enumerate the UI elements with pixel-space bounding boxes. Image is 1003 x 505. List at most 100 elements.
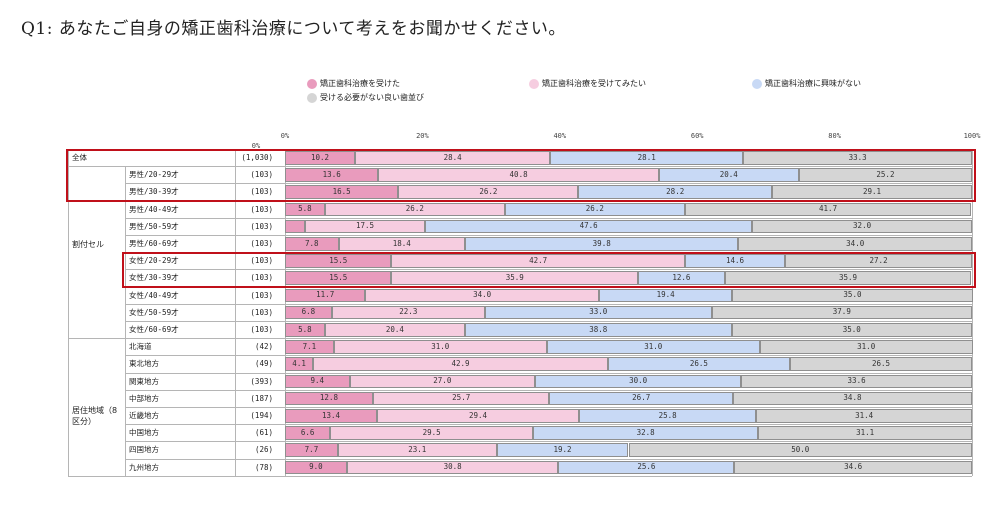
- data-label: 50.0: [791, 444, 810, 454]
- bar-segment-want: [338, 237, 465, 251]
- data-label: 35.0: [842, 324, 861, 334]
- bar-segment-received: [285, 323, 325, 337]
- data-label: 16.5: [332, 186, 351, 196]
- row-n: (187): [250, 393, 273, 403]
- data-label: 26.7: [632, 393, 651, 403]
- table-row-line: [125, 303, 972, 305]
- table-row-line: [68, 475, 972, 477]
- table-row-line: [125, 183, 972, 185]
- data-label: 26.2: [479, 186, 498, 196]
- bar-segment-want: [398, 185, 579, 200]
- bar-segment-want: [391, 254, 685, 268]
- bar-segment-not-needed: [734, 460, 972, 475]
- table-column-line: [972, 149, 973, 476]
- row-label: 女性/40-49才: [129, 290, 179, 300]
- legend-item-want: 矯正歯科治療を受けてみたい: [529, 79, 646, 89]
- bar-segment-received: [285, 340, 334, 354]
- legend-swatch-not-needed: [307, 93, 317, 103]
- data-label: 32.8: [636, 427, 655, 437]
- row-n: (61): [254, 428, 273, 438]
- row-n: (103): [250, 239, 273, 248]
- legend-label-received: 矯正歯科治療を受けた: [320, 79, 400, 88]
- data-label: 39.8: [592, 238, 611, 248]
- bar-segment-want: [337, 443, 497, 458]
- data-label: 33.3: [848, 152, 867, 162]
- bar-segment-received: [285, 305, 332, 320]
- data-label: 11.7: [316, 290, 335, 300]
- table-row-line: [125, 441, 972, 443]
- bar-segment-received: [285, 151, 356, 165]
- bar-segment-not-needed: [741, 374, 972, 389]
- row-n: (26): [254, 445, 273, 455]
- bar-segment-want: [377, 409, 580, 423]
- bar-segment-received: [285, 237, 339, 251]
- legend-item-not-interested: 矯正歯科治療に興味がない: [752, 79, 861, 89]
- bar-segment-not-needed: [743, 151, 972, 165]
- legend-swatch-received: [307, 79, 317, 89]
- highlight-box: [66, 149, 976, 202]
- row-n: (103): [250, 290, 273, 300]
- bar-segment-not-interested: [496, 443, 629, 458]
- table-column-line: [125, 166, 126, 476]
- data-label: 35.0: [843, 290, 862, 300]
- x-tick-label: 20%: [416, 132, 429, 140]
- n-column-header: 0%: [251, 142, 261, 150]
- data-label: 6.8: [301, 307, 316, 317]
- table-row-line: [68, 338, 972, 340]
- data-label: 31.1: [856, 427, 875, 437]
- data-label: 12.8: [319, 393, 338, 403]
- data-label: 33.0: [589, 307, 608, 317]
- data-label: 10.2: [311, 152, 330, 162]
- data-label: 47.6: [579, 221, 598, 231]
- legend-swatch-want: [529, 79, 539, 89]
- row-n: (103): [250, 204, 273, 214]
- table-row-line: [125, 372, 972, 374]
- table-column-line: [68, 149, 69, 476]
- bar-segment-not-needed: [732, 288, 973, 303]
- bar-segment-not-needed: [684, 202, 972, 217]
- data-label: 14.6: [725, 255, 745, 265]
- table-row-line: [68, 166, 972, 168]
- x-tick-label: 0%: [280, 132, 290, 140]
- page-title: Q1: あなたご自身の矯正歯科治療について考えをお聞かせください。: [21, 19, 566, 39]
- highlight-box: [122, 252, 976, 288]
- legend-label-not-interested: 矯正歯科治療に興味がない: [765, 79, 861, 88]
- data-label: 40.8: [509, 169, 528, 179]
- data-label: 30.8: [443, 462, 462, 472]
- data-label: 33.6: [847, 376, 866, 386]
- row-label: 男性/20-29才: [129, 170, 179, 180]
- bar-segment-not-interested: [558, 460, 735, 475]
- legend-item-not-needed: 受ける必要がない良い歯並び: [307, 93, 424, 103]
- bar-segment-not-interested: [546, 340, 760, 354]
- data-label: 25.7: [452, 393, 471, 403]
- data-label: 18.4: [392, 238, 411, 248]
- data-label: 28.2: [666, 186, 685, 196]
- row-label: 女性/50-59才: [129, 307, 179, 317]
- x-tick-label: 100%: [963, 132, 981, 140]
- data-label: 26.2: [585, 204, 604, 214]
- legend-swatch-not-interested: [752, 79, 762, 89]
- row-n: (49): [254, 359, 273, 369]
- data-label: 27.0: [433, 376, 452, 386]
- data-label: 7.8: [305, 238, 319, 248]
- row-label: 女性/30-39才: [129, 273, 179, 283]
- bar-segment-not-needed: [752, 219, 972, 234]
- data-label: 13.4: [321, 410, 341, 420]
- bar-segment-received: [285, 271, 392, 286]
- table-row-line: [125, 355, 972, 357]
- bar-segment-want: [372, 391, 550, 406]
- legend-label-want: 矯正歯科治療を受けてみたい: [542, 79, 646, 88]
- bar-segment-not-interested: [607, 357, 790, 372]
- data-label: 30.0: [629, 376, 648, 386]
- data-label: 9.0: [309, 462, 323, 472]
- data-label: 25.2: [876, 169, 895, 179]
- row-n: (103): [250, 187, 273, 197]
- data-label: 20.4: [385, 324, 404, 334]
- data-label: 31.0: [644, 341, 663, 351]
- bar-segment-want: [333, 340, 547, 354]
- row-n: (103): [250, 256, 273, 266]
- table-row-line: [125, 217, 972, 219]
- bar-segment-received: [285, 185, 399, 200]
- bar-segment-not-needed: [756, 409, 972, 423]
- bar-segment-not-needed: [759, 340, 973, 354]
